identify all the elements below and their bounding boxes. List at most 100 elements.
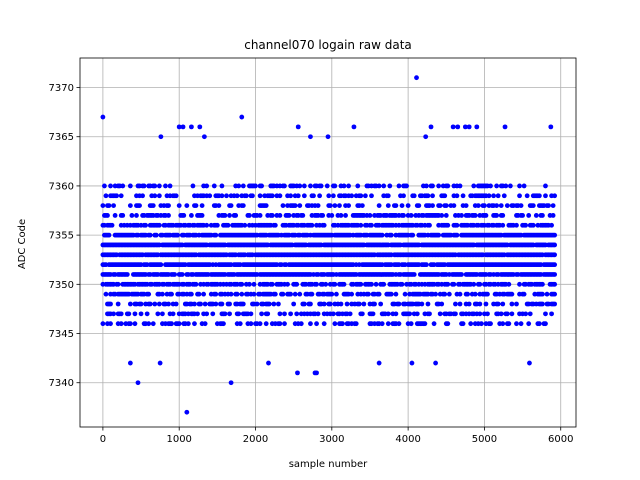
data-point bbox=[326, 193, 332, 199]
data-point bbox=[411, 193, 417, 199]
data-point bbox=[445, 321, 451, 327]
outlier-point bbox=[351, 124, 357, 130]
data-point bbox=[227, 301, 232, 307]
data-point bbox=[431, 321, 437, 327]
data-point bbox=[445, 183, 451, 189]
data-point bbox=[521, 183, 527, 189]
data-point bbox=[315, 311, 321, 317]
data-point bbox=[134, 213, 139, 218]
data-point bbox=[298, 321, 304, 327]
data-point bbox=[376, 291, 382, 297]
data-point bbox=[176, 203, 182, 209]
data-point bbox=[543, 183, 548, 189]
x-tick-label: 5000 bbox=[472, 434, 497, 445]
data-point bbox=[533, 213, 539, 218]
data-point bbox=[280, 291, 286, 297]
data-point bbox=[277, 311, 283, 317]
data-point bbox=[124, 272, 130, 277]
data-point bbox=[498, 203, 504, 209]
data-point bbox=[147, 301, 153, 307]
data-point bbox=[491, 193, 496, 199]
data-point bbox=[369, 281, 374, 287]
data-point bbox=[495, 301, 501, 307]
data-point bbox=[399, 203, 405, 209]
data-point bbox=[358, 222, 364, 228]
outlier-point bbox=[409, 360, 415, 366]
data-point bbox=[146, 321, 152, 327]
outlier-point bbox=[376, 360, 382, 366]
data-point bbox=[517, 193, 522, 199]
data-point bbox=[530, 222, 536, 228]
data-point bbox=[552, 242, 558, 248]
data-point bbox=[376, 203, 382, 209]
data-point bbox=[341, 183, 347, 189]
data-point bbox=[169, 291, 174, 297]
x-axis-label: sample number bbox=[289, 459, 368, 470]
data-point bbox=[521, 291, 527, 297]
data-point bbox=[356, 301, 362, 307]
data-point bbox=[295, 193, 301, 199]
data-point bbox=[216, 203, 222, 209]
data-point bbox=[424, 183, 429, 189]
outlier-point bbox=[462, 124, 468, 130]
data-point bbox=[196, 291, 202, 297]
data-point bbox=[540, 281, 545, 287]
data-point bbox=[330, 193, 336, 199]
x-tick-label: 6000 bbox=[548, 434, 573, 445]
data-point bbox=[540, 213, 545, 218]
data-point bbox=[543, 321, 548, 327]
data-point bbox=[523, 311, 529, 317]
outlier-point bbox=[197, 124, 203, 130]
data-point bbox=[250, 193, 255, 199]
data-point bbox=[102, 183, 107, 189]
data-point bbox=[500, 222, 506, 228]
data-point bbox=[240, 301, 246, 307]
data-point bbox=[199, 213, 205, 218]
data-point bbox=[453, 301, 458, 307]
data-point bbox=[253, 183, 258, 189]
data-point bbox=[248, 311, 254, 317]
data-point bbox=[308, 301, 313, 307]
data-point bbox=[172, 272, 178, 277]
data-point bbox=[404, 183, 409, 189]
data-point bbox=[294, 311, 300, 317]
data-point bbox=[475, 203, 481, 209]
x-tick-label: 1000 bbox=[166, 434, 191, 445]
data-point bbox=[292, 203, 298, 209]
data-point bbox=[199, 203, 205, 209]
data-point bbox=[204, 183, 210, 189]
outlier-point bbox=[455, 124, 461, 130]
data-point bbox=[204, 222, 210, 228]
data-point bbox=[327, 203, 333, 209]
data-point bbox=[436, 232, 442, 238]
data-point bbox=[100, 321, 106, 327]
data-point bbox=[236, 311, 242, 317]
data-point bbox=[321, 321, 327, 327]
data-point bbox=[280, 203, 286, 209]
data-point bbox=[402, 291, 408, 297]
data-point bbox=[341, 281, 347, 287]
data-point bbox=[219, 193, 225, 199]
data-point bbox=[333, 291, 339, 297]
data-point bbox=[408, 213, 414, 218]
data-point bbox=[472, 291, 478, 297]
data-point bbox=[517, 183, 522, 189]
outlier-point bbox=[466, 124, 472, 130]
outlier-point bbox=[428, 124, 434, 130]
data-point bbox=[138, 311, 144, 317]
data-point bbox=[127, 301, 133, 307]
outlier-point bbox=[266, 360, 271, 366]
data-point bbox=[425, 301, 431, 307]
data-point bbox=[118, 193, 124, 199]
data-point bbox=[160, 291, 165, 297]
data-point bbox=[372, 301, 377, 307]
data-point bbox=[300, 213, 306, 218]
data-point bbox=[405, 203, 411, 209]
data-point bbox=[251, 291, 257, 297]
y-tick-label: 7340 bbox=[49, 378, 74, 389]
data-point bbox=[483, 301, 489, 307]
data-point bbox=[488, 183, 493, 189]
data-point bbox=[401, 213, 406, 218]
data-point bbox=[213, 301, 219, 307]
